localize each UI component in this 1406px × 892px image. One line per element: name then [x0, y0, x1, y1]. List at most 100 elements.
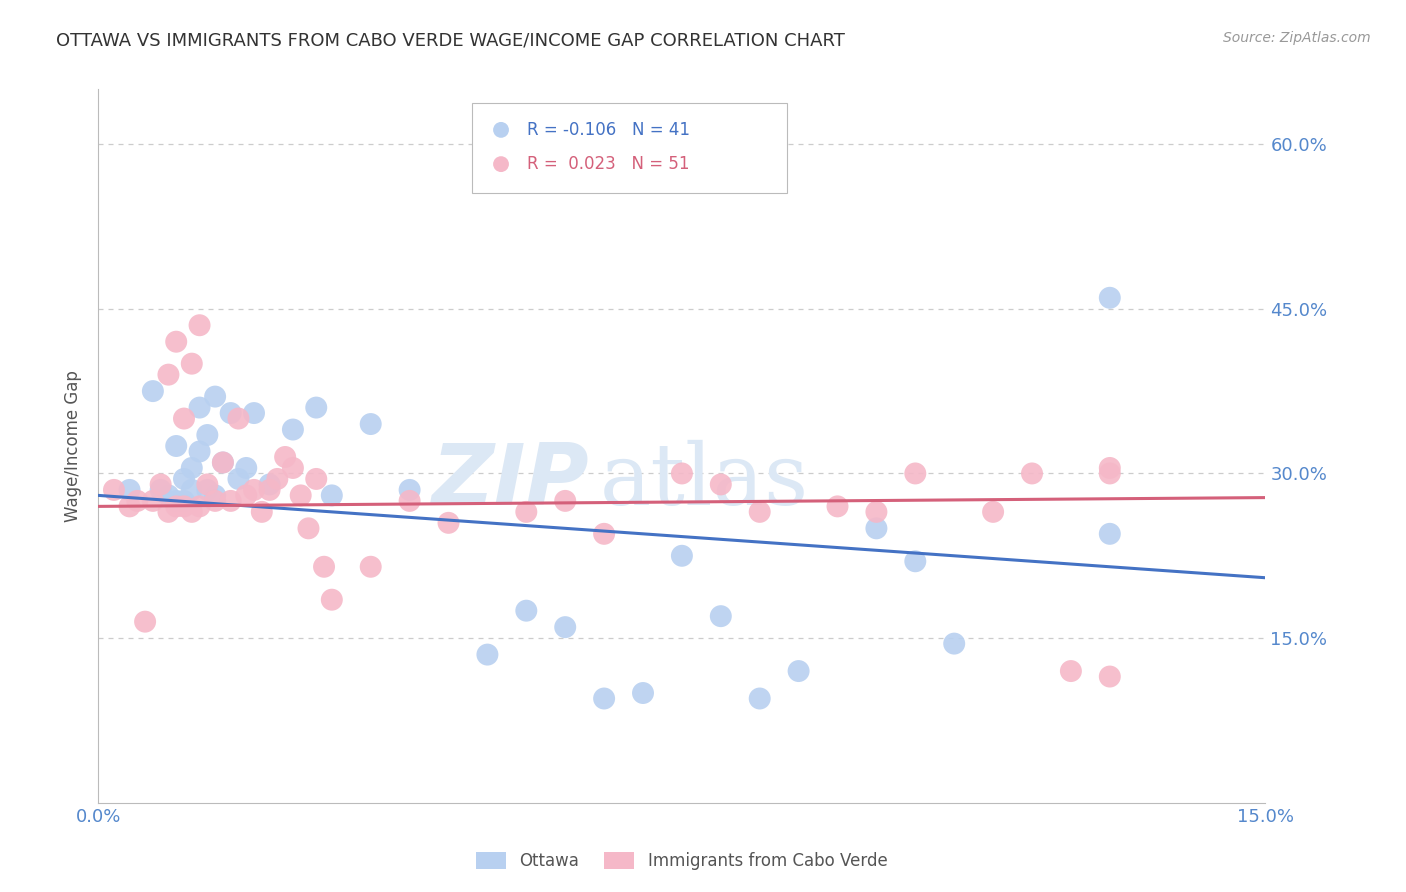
Point [631, 686, 654, 700]
Y-axis label: Wage/Income Gap: Wage/Income Gap [65, 370, 83, 522]
Point [165, 500, 187, 514]
Point [142, 384, 165, 398]
Text: OTTAWA VS IMMIGRANTS FROM CABO VERDE WAGE/INCOME GAP CORRELATION CHART: OTTAWA VS IMMIGRANTS FROM CABO VERDE WAG… [56, 31, 845, 49]
Point [228, 472, 250, 486]
Point [204, 488, 226, 502]
Point [360, 559, 382, 574]
Point [165, 439, 187, 453]
Point [305, 472, 328, 486]
Point [195, 477, 218, 491]
Point [212, 455, 235, 469]
Point [981, 505, 1004, 519]
Point [188, 444, 211, 458]
Point [671, 549, 693, 563]
Point [1098, 291, 1121, 305]
Point [593, 526, 616, 541]
Point [243, 483, 266, 497]
Point [865, 505, 887, 519]
Point [312, 559, 335, 574]
Point [157, 368, 180, 382]
Point [173, 494, 195, 508]
Point [515, 505, 537, 519]
Point [360, 417, 382, 431]
Point [180, 505, 202, 519]
Point [1098, 669, 1121, 683]
Legend: Ottawa, Immigrants from Cabo Verde: Ottawa, Immigrants from Cabo Verde [470, 845, 894, 877]
Point [173, 411, 195, 425]
Point [281, 461, 304, 475]
FancyBboxPatch shape [472, 103, 787, 193]
Point [554, 494, 576, 508]
Point [904, 467, 927, 481]
Point [235, 461, 257, 475]
Point [593, 691, 616, 706]
Point [195, 483, 218, 497]
Point [219, 406, 242, 420]
Point [204, 494, 226, 508]
Point [259, 477, 281, 491]
Point [235, 488, 257, 502]
Point [127, 494, 149, 508]
Point [748, 691, 770, 706]
Point [274, 450, 297, 464]
Point [188, 318, 211, 333]
Point [748, 505, 770, 519]
Point [398, 494, 420, 508]
Point [165, 334, 187, 349]
Point [173, 472, 195, 486]
Point [515, 604, 537, 618]
Point [157, 505, 180, 519]
Point [321, 592, 343, 607]
Point [710, 609, 733, 624]
Point [188, 401, 211, 415]
Point [259, 483, 281, 497]
Point [165, 494, 187, 508]
Point [212, 455, 235, 469]
Point [228, 411, 250, 425]
Point [250, 505, 273, 519]
Point [321, 488, 343, 502]
Point [180, 357, 202, 371]
Point [195, 428, 218, 442]
Point [243, 406, 266, 420]
Text: ZIP: ZIP [430, 440, 589, 524]
Point [477, 648, 499, 662]
Point [904, 554, 927, 568]
Point [297, 521, 319, 535]
Point [710, 477, 733, 491]
Point [157, 488, 180, 502]
Point [787, 664, 810, 678]
Point [865, 521, 887, 535]
Point [118, 483, 141, 497]
Text: atlas: atlas [600, 440, 810, 524]
Point [1098, 461, 1121, 475]
Point [134, 615, 156, 629]
Text: R = -0.106   N = 41: R = -0.106 N = 41 [527, 121, 690, 139]
Point [149, 483, 172, 497]
Point [180, 483, 202, 497]
Point [118, 500, 141, 514]
Point [173, 500, 195, 514]
Point [204, 390, 226, 404]
Point [398, 483, 420, 497]
Point [437, 516, 460, 530]
Point [1060, 664, 1083, 678]
Text: R =  0.023   N = 51: R = 0.023 N = 51 [527, 155, 689, 173]
Text: Source: ZipAtlas.com: Source: ZipAtlas.com [1223, 31, 1371, 45]
Point [827, 500, 849, 514]
Point [1098, 467, 1121, 481]
Point [219, 494, 242, 508]
Point [671, 467, 693, 481]
Point [290, 488, 312, 502]
Point [103, 483, 125, 497]
Point [266, 472, 288, 486]
Point [305, 401, 328, 415]
Point [554, 620, 576, 634]
Point [149, 477, 172, 491]
Point [1021, 467, 1043, 481]
Point [142, 494, 165, 508]
Point [180, 461, 202, 475]
Point [1098, 526, 1121, 541]
Point [188, 500, 211, 514]
Point [281, 423, 304, 437]
